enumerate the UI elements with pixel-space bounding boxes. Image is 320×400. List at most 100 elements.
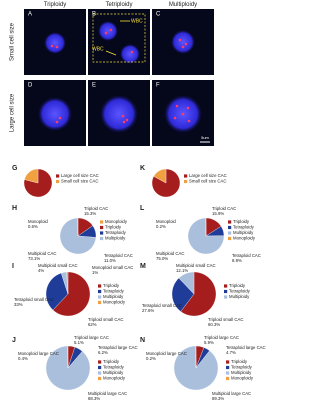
legend-label: Monoploidy: [105, 219, 128, 224]
slice-label: Tetraploid large CAC: [98, 345, 138, 350]
panel-label: H: [12, 205, 17, 212]
slice-label: Monoploid large CAC: [146, 351, 187, 356]
slice-label: Tetraploid small CAC: [14, 297, 54, 302]
slice-label: Monoploid: [28, 219, 48, 224]
fish-signal: [187, 119, 191, 123]
slice-label: Triploid CAC: [212, 206, 236, 211]
panel-label: B: [92, 12, 96, 18]
slice-label: Triploid small CAC: [208, 317, 243, 322]
pie-slice: [45, 345, 91, 391]
fish-signal: [181, 45, 185, 49]
slice-value: 75.0%: [156, 256, 168, 261]
pie-slice: [24, 168, 39, 184]
legend-label: Triploidy: [233, 219, 250, 224]
legend-swatch: [184, 174, 188, 178]
panel-label: E: [92, 83, 96, 89]
legend-label: Triploidy: [105, 225, 122, 230]
nucleus: [38, 97, 72, 131]
legend-label: Small cell size CAC: [189, 179, 227, 184]
slice-value: 5.9%: [204, 340, 214, 345]
slice-label: Multiploid large CAC: [88, 391, 127, 396]
pie-slice: [187, 217, 225, 255]
slice-value: 5.1%: [74, 340, 84, 345]
slice-label: Tetraploid CAC: [104, 253, 133, 258]
legend-swatch: [56, 174, 60, 178]
pie-slice: [171, 277, 195, 312]
slice-label: Triploid large CAC: [204, 335, 239, 340]
legend-label: Monoploidy: [103, 300, 126, 305]
fish-signal: [109, 28, 113, 32]
slice-label: Multiploid CAC: [28, 251, 56, 256]
fish-signal: [181, 112, 185, 116]
legend-swatch: [184, 179, 188, 184]
legend-swatch: [100, 231, 104, 235]
panel-label: C: [156, 12, 161, 18]
legend-swatch: [56, 179, 60, 184]
figure: Triploidy Tetriploidy Multiploidy Small cel…: [9, 2, 266, 400]
fish-signal: [55, 120, 59, 124]
legend-swatch: [98, 284, 102, 288]
legend-swatch: [100, 220, 104, 224]
nucleus: [171, 30, 195, 54]
slice-label: Monoploid: [156, 219, 176, 224]
legend-swatch: [228, 225, 232, 230]
legend-label: Tetraploidy: [103, 289, 125, 294]
pie-slice: [66, 271, 69, 295]
legend-swatch: [228, 220, 232, 224]
slice-value: 11.0%: [104, 258, 116, 263]
legend-swatch: [98, 295, 102, 299]
legend-label: Tetraploidy: [103, 365, 125, 370]
fish-signal: [58, 116, 62, 120]
wbc-label: WBC: [131, 18, 143, 24]
slice-value: 73.1%: [28, 256, 40, 261]
legend-swatch: [98, 376, 102, 381]
panel-label: J: [12, 337, 16, 344]
slice-value: 0.6%: [28, 224, 38, 229]
legend-label: Multiploidy: [105, 236, 126, 241]
legend-label: Triploidy: [103, 359, 120, 364]
legend-swatch: [98, 365, 102, 370]
fish-signal: [173, 116, 177, 120]
legend-swatch: [98, 371, 102, 375]
pie-slice: [178, 271, 195, 295]
slice-label: Triploid small CAC: [88, 317, 123, 322]
slice-value: 4.7%: [226, 350, 236, 355]
legend-label: Multiploidy: [231, 370, 252, 375]
legend-swatch: [226, 376, 230, 381]
panel-label: A: [28, 12, 32, 18]
slice-value: 27.6%: [142, 308, 154, 313]
slice-value: 0.2%: [156, 224, 166, 229]
legend-label: Triploidy: [229, 283, 246, 288]
legend-swatch: [228, 231, 232, 235]
legend-label: Multiploidy: [103, 370, 124, 375]
legend-swatch: [224, 289, 228, 294]
legend-label: Monoploidy: [231, 376, 254, 381]
legend-label: Small cell size CAC: [61, 179, 99, 184]
slice-value: 88.3%: [88, 396, 100, 400]
fish-signal: [178, 38, 182, 42]
pie-slice: [67, 345, 69, 369]
slice-value: 0.4%: [18, 356, 28, 361]
slice-value: 8.9%: [232, 258, 242, 263]
slice-label: Tetraploid CAC: [232, 253, 261, 258]
legend-label: Monoploidy: [233, 236, 256, 241]
nucleus: [98, 21, 118, 41]
panel-label: N: [140, 337, 145, 344]
column-title: Triploidy: [44, 2, 66, 8]
slice-label: Multiploid small CAC: [38, 263, 78, 268]
slice-value: 15.3%: [84, 211, 96, 216]
legend-swatch: [98, 289, 102, 294]
wbc-arrow: [105, 50, 117, 56]
pie-slice: [45, 272, 69, 311]
panel-label: I: [12, 263, 14, 270]
legend-swatch: [226, 365, 230, 370]
legend-swatch: [224, 284, 228, 288]
slice-value: 62%: [88, 322, 97, 327]
panel-label: M: [140, 263, 146, 270]
legend-swatch: [226, 360, 230, 364]
slice-label: Multiploid CAC: [156, 251, 184, 256]
panel-label: K: [140, 165, 145, 172]
legend-label: Triploidy: [103, 283, 120, 288]
slice-value: 0.2%: [146, 356, 156, 361]
legend-label: Tetraploidy: [229, 289, 251, 294]
